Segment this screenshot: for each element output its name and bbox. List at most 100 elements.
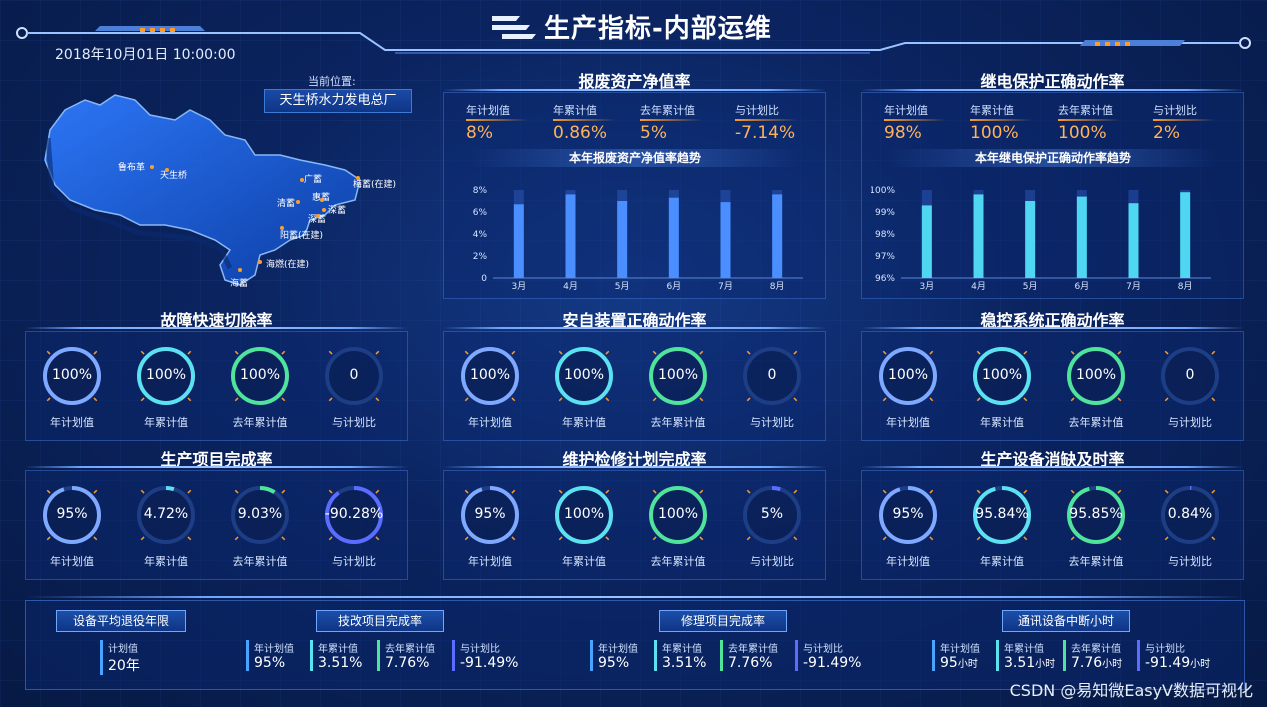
gauge-arc	[973, 347, 1031, 405]
repair-project-tag: 修理项目完成率	[659, 610, 787, 632]
panel-divider	[861, 327, 1244, 329]
equip-retire-stat: 计划值 20年	[100, 640, 140, 675]
y-tick-label: 99%	[875, 208, 895, 218]
region-map-shape	[44, 94, 361, 286]
gauge-tick	[652, 397, 657, 402]
station-marker[interactable]	[165, 168, 169, 172]
gauge-tick	[1117, 536, 1122, 541]
x-tick-label: 3月	[511, 281, 526, 292]
station-marker[interactable]	[356, 176, 360, 180]
x-tick-label: 4月	[563, 281, 578, 292]
gauge-tick	[1023, 536, 1028, 541]
asset-stat: 年累计值 0.86%	[553, 102, 615, 143]
gauge-tick	[746, 489, 751, 494]
gauge-label: 年计划值	[468, 555, 512, 568]
gauge-ring	[649, 347, 707, 405]
gauge-value: 100%	[657, 506, 699, 522]
station-marker[interactable]	[258, 260, 262, 264]
maintenance-panel-title: 维护检修计划完成率	[562, 450, 707, 469]
relay-stat: 年累计值 100%	[970, 102, 1032, 143]
station-marker[interactable]	[316, 214, 320, 218]
gauge-value: 100%	[563, 367, 605, 383]
asset-stat: 与计划比 -7.14%	[735, 104, 797, 143]
map-label: 阳蓄(在建)	[280, 231, 324, 241]
bar	[513, 204, 524, 278]
safety-gauge: 100% 年计划值	[457, 343, 523, 430]
station-marker[interactable]	[280, 226, 284, 230]
gauge-tick	[1211, 489, 1216, 494]
gauge-arc	[649, 347, 707, 405]
station-marker[interactable]	[238, 268, 242, 272]
gauge-tick	[699, 397, 704, 402]
gauge-arc	[137, 486, 195, 544]
project-panel-title: 生产项目完成率	[160, 450, 273, 469]
fault-gauge: 100% 年计划值	[39, 343, 105, 430]
fault-panel-title: 故障快速切除率	[160, 311, 273, 330]
gauge-tick	[93, 397, 98, 402]
x-tick-label: 6月	[666, 281, 681, 292]
bottom-divider	[25, 596, 1243, 598]
bar	[1076, 196, 1087, 278]
gauge-tick	[93, 489, 98, 494]
station-marker[interactable]	[296, 200, 300, 204]
fault-gauge: 0 与计划比	[321, 343, 387, 430]
stability-gauge: 0 与计划比	[1157, 343, 1223, 430]
gauge-value: 0	[767, 367, 777, 383]
gauge-arc	[461, 486, 519, 544]
gauge-tick	[187, 397, 192, 402]
station-marker[interactable]	[150, 165, 154, 169]
gauge-value: 95.84%	[975, 506, 1029, 522]
gauge-tick	[1023, 489, 1028, 494]
gauge-tick	[234, 536, 239, 541]
gauge-tick	[375, 536, 380, 541]
gauge-ring	[325, 486, 383, 544]
gauge-tick	[140, 536, 145, 541]
gauge-tick	[464, 536, 469, 541]
gauge-value: 0	[349, 367, 359, 383]
gauge-tick	[328, 350, 333, 355]
gauge-ring	[1067, 347, 1125, 405]
gauge-tick	[882, 350, 887, 355]
gauge-ring	[43, 486, 101, 544]
gauge-tick	[558, 536, 563, 541]
gauge-label: 与计划比	[750, 555, 794, 568]
x-tick-label: 6月	[1074, 281, 1089, 292]
station-marker[interactable]	[300, 178, 304, 182]
map-label: 梅蓄(在建)	[353, 180, 397, 190]
station-marker[interactable]	[322, 208, 326, 212]
y-tick-label: 6%	[473, 208, 488, 218]
gauge-label: 与计划比	[750, 416, 794, 429]
gauge-label: 去年累计值	[232, 555, 288, 568]
gauge-tick	[234, 350, 239, 355]
gauge-ring	[649, 486, 707, 544]
safety-gauge: 0 与计划比	[739, 343, 805, 430]
gauge-tick	[1164, 350, 1169, 355]
gauge-tick	[281, 536, 286, 541]
gauge-tick	[328, 536, 333, 541]
maintenance-gauge: 100% 年累计值	[551, 482, 617, 569]
gauge-label: 与计划比	[1168, 555, 1212, 568]
gauge-value: 100%	[469, 367, 511, 383]
project-gauge: 4.72% 年累计值	[133, 482, 199, 569]
asset-panel	[443, 92, 826, 299]
gauge-tick	[328, 489, 333, 494]
relay-stat: 与计划比 2%	[1153, 102, 1215, 143]
tech-stat: 与计划比 -91.49%	[452, 640, 518, 671]
gauge-arc	[1067, 486, 1125, 544]
station-marker[interactable]	[320, 198, 324, 202]
gauge-tick	[375, 397, 380, 402]
region-map[interactable]: 鲁布革 天生桥 广蓄 梅蓄(在建) 清蓄 惠蓄 深蓄 深蓄 阳蓄(在建) 海燃(…	[40, 90, 396, 290]
gauge-arc	[325, 486, 383, 544]
gauge-label: 去年累计值	[232, 416, 288, 429]
gauge-label: 去年累计值	[1068, 416, 1124, 429]
gauge-tick	[511, 350, 516, 355]
fault-gauge: 100% 去年累计值	[227, 343, 293, 430]
gauge-label: 年累计值	[980, 416, 1024, 429]
location-selector[interactable]: 天生桥水力发电总厂	[264, 89, 412, 113]
gauge-arc	[231, 486, 289, 544]
gauge-value: 100%	[657, 367, 699, 383]
gauge-value: -90.28%	[324, 506, 384, 522]
gauge-arc	[1161, 486, 1219, 544]
